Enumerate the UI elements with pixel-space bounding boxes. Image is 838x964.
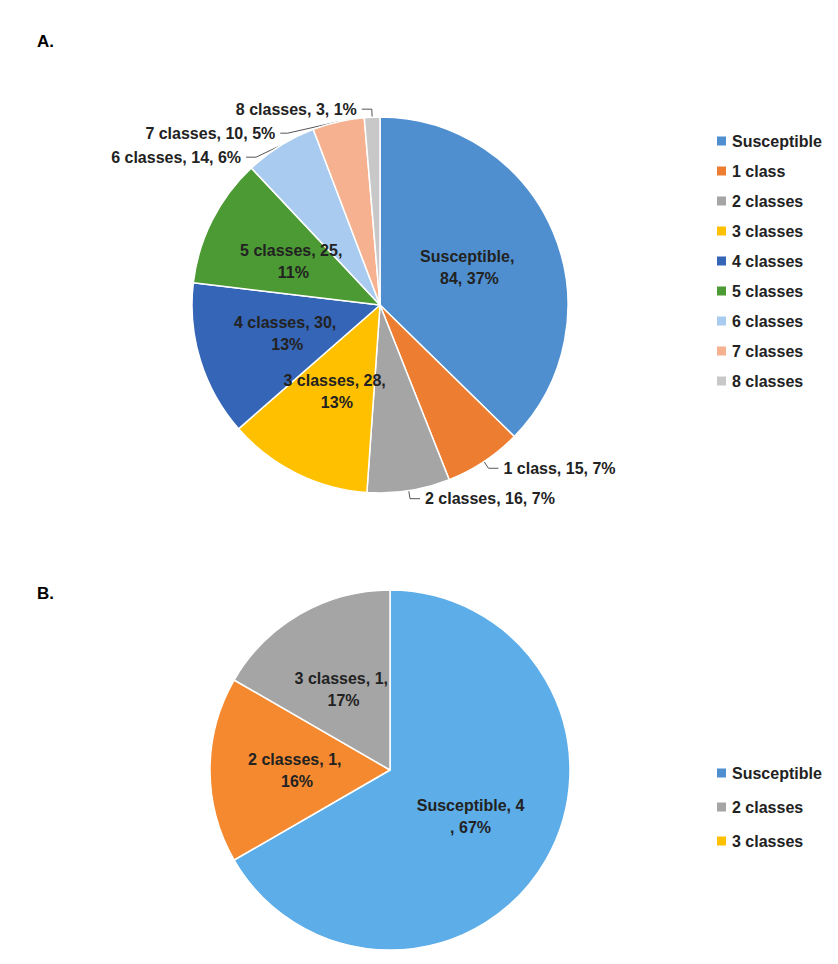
svg-text:5 classes: 5 classes [732, 283, 803, 300]
svg-text:3 classes, 1,: 3 classes, 1, [295, 670, 393, 687]
svg-text:5 classes, 25,: 5 classes, 25, [240, 242, 347, 259]
svg-text:7 classes: 7 classes [732, 343, 803, 360]
svg-text:2 classes, 16, 7%: 2 classes, 16, 7% [425, 490, 555, 507]
svg-text:13%: 13% [321, 394, 353, 411]
svg-text:4 classes, 30,: 4 classes, 30, [234, 314, 341, 331]
svg-text:4 classes: 4 classes [732, 253, 803, 270]
svg-text:6 classes, 14, 6%: 6 classes, 14, 6% [111, 149, 241, 166]
svg-text:84, 37%: 84, 37% [440, 270, 499, 287]
svg-text:, 67%: , 67% [450, 819, 491, 836]
svg-text:Susceptible: Susceptible [732, 765, 822, 782]
svg-text:Susceptible, 4: Susceptible, 4 [417, 797, 525, 814]
svg-text:B.: B. [37, 584, 54, 603]
svg-text:11%: 11% [278, 264, 309, 281]
svg-text:3 classes: 3 classes [732, 833, 803, 850]
svg-text:16%: 16% [281, 773, 313, 790]
svg-text:13%: 13% [271, 336, 303, 353]
svg-text:8 classes, 3, 1%: 8 classes, 3, 1% [236, 101, 357, 118]
svg-text:A.: A. [37, 32, 54, 51]
svg-text:Susceptible,: Susceptible, [420, 248, 519, 265]
svg-text:6 classes: 6 classes [732, 313, 803, 330]
svg-text:3 classes, 28,: 3 classes, 28, [283, 372, 390, 389]
svg-text:2 classes: 2 classes [732, 799, 803, 816]
svg-text:17%: 17% [327, 692, 359, 709]
svg-text:1 class: 1 class [732, 163, 785, 180]
svg-text:2 classes, 1,: 2 classes, 1, [248, 751, 346, 768]
svg-text:Susceptible: Susceptible [732, 133, 822, 150]
svg-text:7 classes, 10, 5%: 7 classes, 10, 5% [145, 125, 275, 142]
svg-text:3 classes: 3 classes [732, 223, 803, 240]
svg-text:8 classes: 8 classes [732, 373, 803, 390]
svg-text:1 class, 15, 7%: 1 class, 15, 7% [503, 460, 615, 477]
svg-text:2 classes: 2 classes [732, 193, 803, 210]
